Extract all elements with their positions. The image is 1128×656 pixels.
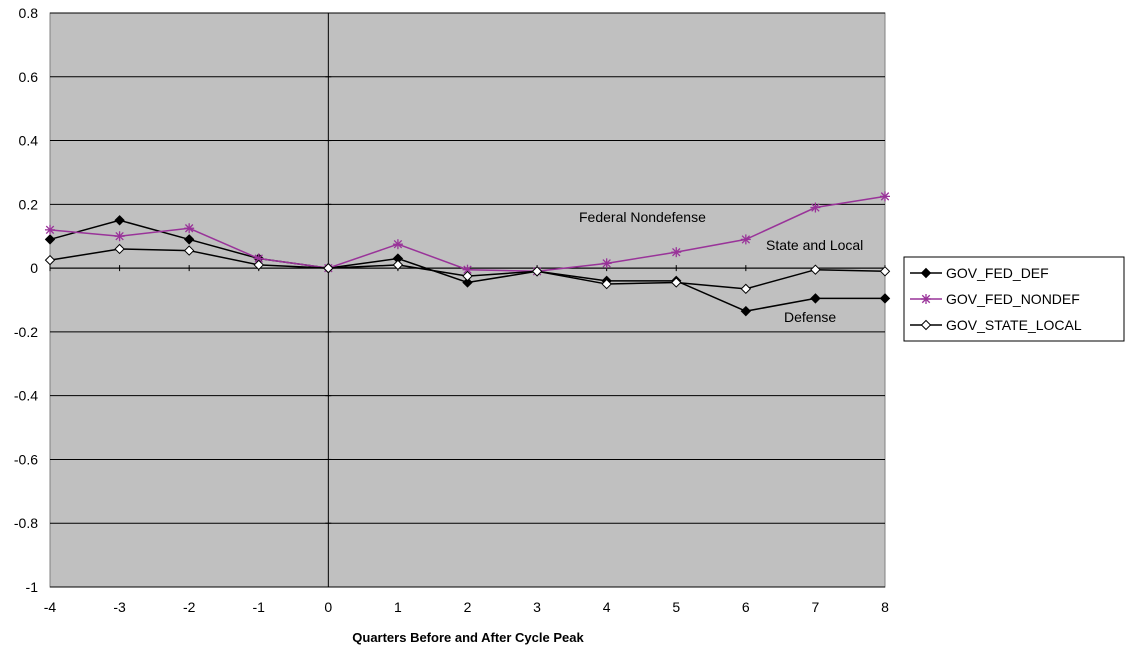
y-tick-label: -0.6 <box>14 451 38 467</box>
data-point-gov-state-local <box>671 277 682 288</box>
x-tick-label: 7 <box>812 599 820 615</box>
x-tick-label: 2 <box>464 599 472 615</box>
legend-item-gov-state-local: GOV_STATE_LOCAL <box>910 317 1082 333</box>
x-tick-label: 0 <box>324 599 332 615</box>
x-tick-label: -2 <box>183 599 196 615</box>
series-lines <box>44 191 891 317</box>
data-point-gov-state-local <box>531 266 543 277</box>
x-tick-label: -4 <box>44 599 57 615</box>
y-tick-label: 0 <box>30 260 38 276</box>
x-axis-tick-labels: -4 -3 -2 -1 0 1 2 3 4 5 6 7 8 <box>44 599 889 615</box>
annotations: Federal Nondefense State and Local Defen… <box>579 209 863 325</box>
plot-area <box>49 12 886 588</box>
data-point-gov-state-local <box>114 243 125 255</box>
data-point-gov-state-local <box>601 278 612 290</box>
legend-label: GOV_STATE_LOCAL <box>946 317 1082 333</box>
legend: GOV_FED_DEF GOV_FED_NONDEF GOV_STATE_LOCAL <box>903 256 1125 342</box>
data-point-gov-fed-def <box>114 215 125 226</box>
data-point-gov-fed-nondef <box>740 234 751 245</box>
data-point-gov-fed-def <box>183 234 195 245</box>
data-point-gov-state-local <box>323 262 334 274</box>
data-point-gov-fed-def <box>740 305 752 317</box>
annotation-defense: Defense <box>784 309 836 325</box>
data-point-gov-fed-nondef <box>392 239 403 250</box>
y-tick-label: -1 <box>26 579 39 595</box>
annotation-federal-nondefense: Federal Nondefense <box>579 209 706 225</box>
x-tick-label: 1 <box>394 599 402 615</box>
data-point-gov-fed-nondef <box>671 247 682 258</box>
x-tick-label: 6 <box>742 599 750 615</box>
series-gov-fed-nondef <box>45 191 890 277</box>
data-point-gov-state-local <box>253 259 264 271</box>
y-tick-label: 0.6 <box>19 69 39 85</box>
y-tick-label: 0.8 <box>19 5 39 21</box>
data-point-gov-state-local <box>183 245 195 256</box>
data-point-gov-fed-nondef <box>114 231 125 242</box>
legend-marker <box>920 267 932 279</box>
x-tick-label: 4 <box>603 599 611 615</box>
legend-item-gov-fed-def: GOV_FED_DEF <box>910 265 1049 281</box>
data-point-gov-fed-nondef <box>184 223 195 234</box>
data-point-gov-state-local <box>740 283 752 295</box>
data-point-gov-fed-nondef <box>880 191 890 202</box>
y-tick-label: -0.2 <box>14 324 38 340</box>
data-point-gov-state-local <box>879 266 891 277</box>
y-tick-label: 0.4 <box>19 133 39 149</box>
data-point-gov-fed-nondef <box>810 202 821 213</box>
data-point-gov-fed-def <box>44 234 56 245</box>
data-point-gov-state-local <box>44 254 56 266</box>
legend-label: GOV_FED_DEF <box>946 265 1049 281</box>
data-point-gov-state-local <box>810 264 821 275</box>
data-point-gov-state-local <box>392 259 404 271</box>
x-tick-label: 8 <box>881 599 889 615</box>
x-axis-title: Quarters Before and After Cycle Peak <box>352 630 584 645</box>
y-axis-tick-labels: -1 -0.8 -0.6 -0.4 -0.2 0 0.2 0.4 0.6 0.8 <box>14 5 38 595</box>
x-tick-label: 5 <box>672 599 680 615</box>
data-point-gov-fed-def <box>810 293 821 304</box>
legend-marker <box>920 319 932 331</box>
y-tick-label: -0.4 <box>14 388 38 404</box>
legend-item-gov-fed-nondef: GOV_FED_NONDEF <box>910 291 1080 307</box>
data-point-gov-fed-def <box>462 277 473 288</box>
series-gov-state-local <box>44 243 891 295</box>
annotation-state-and-local: State and Local <box>766 237 863 253</box>
x-tick-label: -1 <box>253 599 266 615</box>
y-tick-label: -0.8 <box>14 515 38 531</box>
x-tick-label: 3 <box>533 599 541 615</box>
legend-marker <box>921 294 931 304</box>
data-point-gov-fed-def <box>879 293 891 304</box>
data-point-gov-fed-nondef <box>45 224 55 235</box>
data-point-gov-state-local <box>462 270 473 282</box>
x-tick-label: -3 <box>113 599 126 615</box>
data-point-gov-fed-nondef <box>601 258 612 269</box>
legend-label: GOV_FED_NONDEF <box>946 291 1080 307</box>
y-tick-label: 0.2 <box>19 196 39 212</box>
